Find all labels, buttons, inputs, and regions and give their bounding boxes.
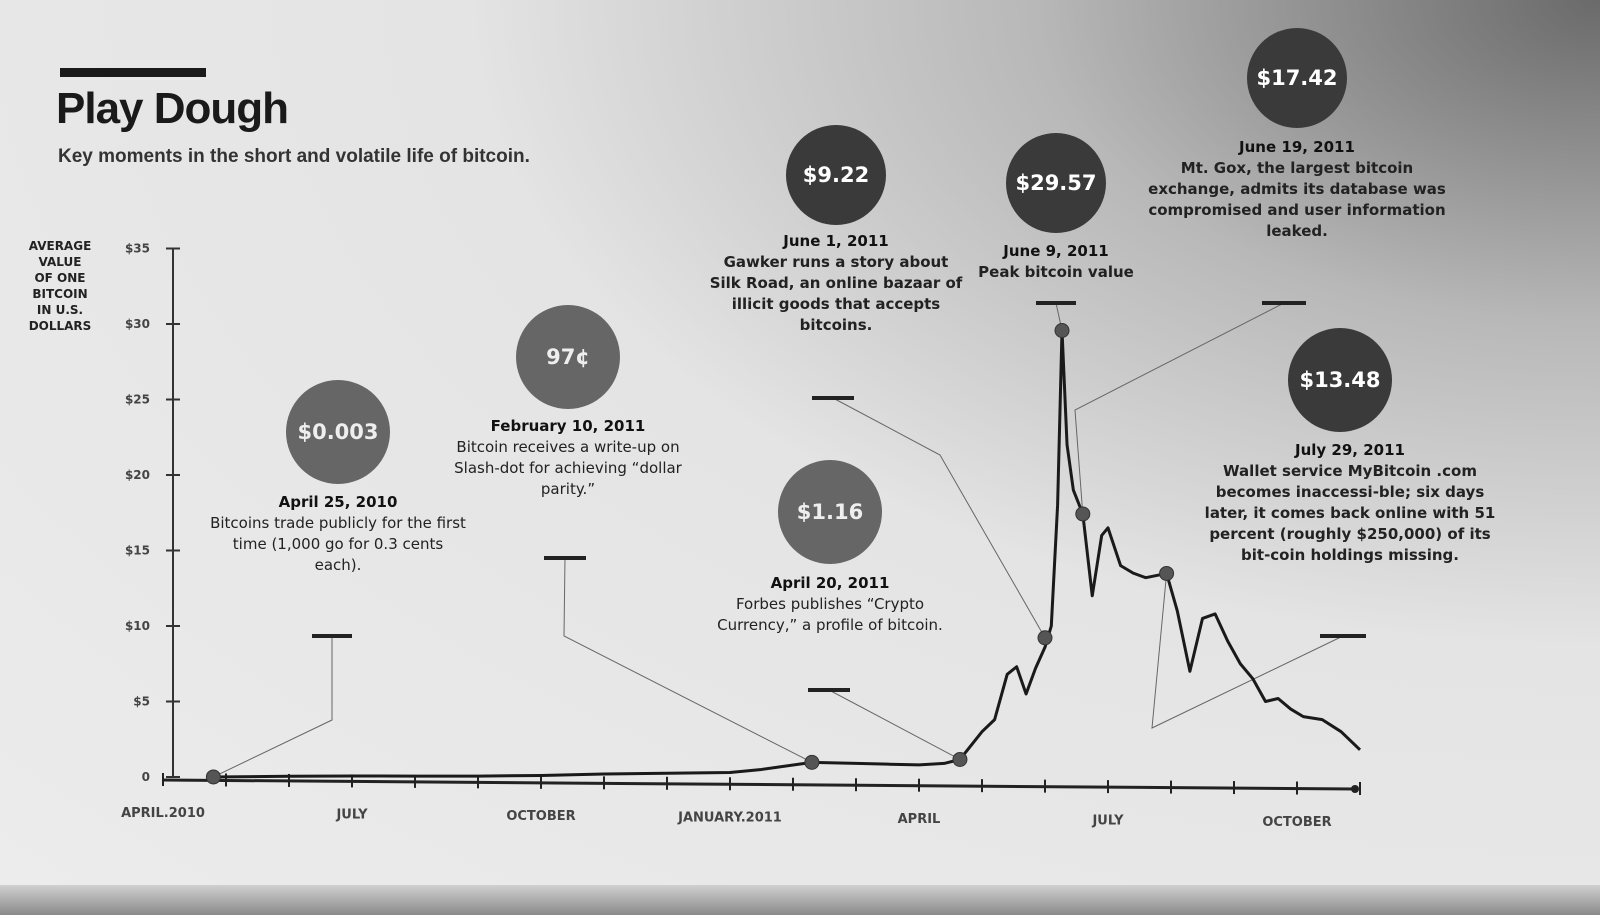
event-description: Forbes publishes “Crypto Currency,” a pr…	[717, 595, 943, 634]
leader-line	[828, 689, 961, 760]
leader-line	[1151, 573, 1344, 729]
y-tick-label: 0	[142, 770, 150, 784]
y-tick-label: $35	[125, 242, 150, 256]
event-value-badge: $9.22	[786, 125, 886, 225]
event-callout: June 9, 2011 Peak bitcoin value	[926, 241, 1186, 283]
event-date: April 20, 2011	[770, 574, 890, 592]
event-date: February 10, 2011	[490, 417, 646, 435]
event-marker	[1159, 565, 1175, 581]
chart-title: Play Dough	[56, 84, 289, 133]
y-tick-label: $15	[125, 544, 150, 558]
event-date: July 29, 2011	[1295, 441, 1405, 459]
leader-line	[832, 397, 1046, 639]
event-marker	[804, 754, 820, 770]
x-axis	[162, 778, 1356, 791]
event-date: June 19, 2011	[1239, 138, 1355, 156]
event-value-badge: 97¢	[516, 305, 620, 409]
title-rule	[60, 68, 206, 77]
event-marker	[1037, 630, 1053, 646]
price-line	[213, 328, 1362, 779]
page-edge	[0, 885, 1600, 915]
event-description: Bitcoin receives a write-up on Slash-dot…	[454, 438, 682, 498]
x-tick-label: JULY	[1091, 814, 1124, 829]
event-description: Wallet service MyBitcoin .com becomes in…	[1204, 462, 1496, 564]
leader-line	[213, 636, 333, 778]
event-callout: April 20, 2011 Forbes publishes “Crypto C…	[700, 573, 960, 636]
y-tick-label: $30	[125, 317, 150, 331]
y-tick-label: $25	[125, 393, 150, 407]
event-date: June 9, 2011	[1003, 242, 1109, 260]
chart-subtitle: Key moments in the short and volatile li…	[58, 146, 530, 167]
leader-line	[563, 557, 813, 763]
x-tick-label: OCTOBER	[506, 809, 575, 824]
event-callout: June 1, 2011 Gawker runs a story about Si…	[706, 231, 966, 336]
y-tick-label: $20	[125, 468, 150, 482]
y-axis-label: AVERAGE VALUE OF ONE BITCOIN IN U.S. DOL…	[28, 239, 92, 333]
y-tick-label: $5	[133, 695, 150, 709]
event-date: April 25, 2010	[278, 493, 398, 511]
x-tick-label: APRIL.2010	[121, 806, 205, 821]
event-value-badge: $13.48	[1288, 328, 1392, 432]
y-tick-label: $10	[125, 619, 150, 633]
x-axis-end-dot	[1351, 785, 1359, 793]
x-tick-label: JANUARY.2011	[677, 811, 782, 826]
event-callout: February 10, 2011 Bitcoin receives a writ…	[438, 416, 698, 500]
event-marker	[1054, 322, 1070, 338]
x-tick-label: APRIL	[898, 812, 941, 827]
event-value-badge: $0.003	[286, 380, 390, 484]
x-tick-label: OCTOBER	[1262, 815, 1331, 830]
event-value-badge: $1.16	[778, 460, 882, 564]
event-description: Gawker runs a story about Silk Road, an …	[709, 253, 963, 334]
event-marker	[205, 769, 221, 785]
x-tick-label: JULY	[335, 808, 368, 823]
event-marker	[952, 751, 968, 767]
event-callout: April 25, 2010 Bitcoins trade publicly fo…	[208, 492, 468, 576]
event-value-badge: $29.57	[1006, 133, 1106, 233]
event-callout: July 29, 2011 Wallet service MyBitcoin .c…	[1200, 440, 1500, 566]
event-callout: June 19, 2011 Mt. Gox, the largest bitcoi…	[1147, 137, 1447, 242]
event-marker	[1075, 506, 1091, 522]
leader-line	[1074, 302, 1285, 514]
event-value-badge: $17.42	[1247, 28, 1347, 128]
event-description: Bitcoins trade publicly for the first ti…	[210, 514, 466, 574]
event-description: Mt. Gox, the largest bitcoin exchange, a…	[1148, 159, 1446, 240]
event-description: Peak bitcoin value	[978, 263, 1134, 281]
event-date: June 1, 2011	[783, 232, 889, 250]
